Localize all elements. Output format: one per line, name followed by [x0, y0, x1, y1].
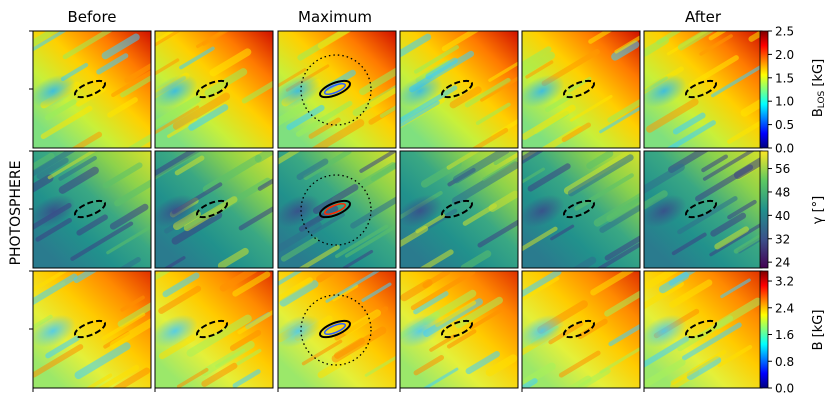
panel-r3-c3 — [277, 270, 397, 392]
contour-dashed — [73, 79, 107, 99]
dotted-circle — [300, 294, 372, 366]
colorbars: 2.5 2.0 1.5 1.0 0.5 0.0 56 48 40 32 24 3.2 2.4 1.6 0.8… — [759, 25, 794, 396]
colorbar-3-tick: 1.6 — [775, 328, 794, 342]
colorbar-2-tick: 56 — [775, 162, 790, 176]
contour-dashed — [562, 319, 596, 339]
contour-dashed — [195, 199, 229, 219]
panel-r3-c4 — [399, 270, 519, 392]
panel-r1-c5 — [521, 30, 641, 149]
panel-r1-c1 — [29, 30, 152, 149]
colorbar-1: 2.5 2.0 1.5 1.0 0.5 0.0 — [759, 25, 794, 156]
colorbar-2-tick: 48 — [775, 185, 790, 199]
panel-r3-c6 — [643, 270, 763, 392]
panel-r2-c6 — [643, 150, 763, 269]
contour-dashed — [195, 79, 229, 99]
colorbar-1-tick: 1.0 — [775, 95, 794, 109]
colorbar-1-tick: 0.0 — [775, 142, 794, 156]
colorbar-2-tick: 40 — [775, 209, 790, 223]
col-title-before: Before — [67, 8, 116, 26]
panel-grid — [29, 30, 763, 392]
colorbar-1-tick: 2.0 — [775, 48, 794, 62]
colorbar-3-tick: 3.2 — [775, 275, 794, 289]
contour-dashed — [562, 79, 596, 99]
contour-dashed — [73, 319, 107, 339]
panel-r1-c4 — [399, 30, 519, 149]
panel-r3-c2 — [154, 270, 274, 392]
colorbar-1-tick: 1.5 — [775, 71, 794, 85]
row-label-photosphere: PHOTOSPHERE — [8, 161, 24, 266]
colorbar-3-tick: 0.8 — [775, 355, 794, 369]
col-title-maximum: Maximum — [298, 8, 372, 26]
col-title-after: After — [685, 8, 722, 26]
colorbar-3: 3.2 2.4 1.6 0.8 0.0 — [759, 270, 794, 396]
colorbar-gamma-label: γ [°] — [811, 196, 826, 224]
panel-r3-c1 — [29, 270, 152, 392]
colorbar-2: 56 48 40 32 24 — [759, 150, 790, 270]
colorbar-3-tick: 0.0 — [775, 382, 794, 396]
contour-dashed — [440, 199, 474, 219]
panel-r2-c3 — [277, 150, 397, 269]
contour-solid — [318, 79, 352, 99]
panel-r2-c1 — [29, 150, 152, 269]
panel-r3-c5 — [521, 270, 641, 392]
colorbar-1-tick: 2.5 — [775, 25, 794, 39]
panel-r2-c4 — [399, 150, 519, 269]
dotted-circle — [300, 54, 372, 126]
contour-solid — [318, 319, 352, 339]
contour-dashed — [684, 199, 718, 219]
contour-dashed — [195, 319, 229, 339]
contour-dashed — [440, 319, 474, 339]
panel-r2-c5 — [521, 150, 641, 269]
contour-dashed — [440, 79, 474, 99]
panel-r2-c2 — [154, 150, 274, 269]
colorbar-blos-label: BLOS [kG] — [811, 59, 827, 117]
panel-r1-c2 — [154, 30, 274, 149]
colorbar-3-tick: 2.4 — [775, 301, 794, 315]
colorbar-b-label: B [kG] — [811, 310, 826, 351]
panel-r1-c3 — [277, 30, 397, 149]
contour-solid — [318, 199, 352, 219]
contour-dashed — [684, 79, 718, 99]
colorbar-2-tick: 24 — [775, 256, 790, 270]
dotted-circle — [300, 174, 372, 246]
contour-dashed — [73, 199, 107, 219]
colorbar-2-tick: 32 — [775, 232, 790, 246]
panel-r1-c6 — [643, 30, 763, 149]
contour-dashed — [684, 319, 718, 339]
colorbar-1-tick: 0.5 — [775, 118, 794, 132]
contour-dashed — [562, 199, 596, 219]
